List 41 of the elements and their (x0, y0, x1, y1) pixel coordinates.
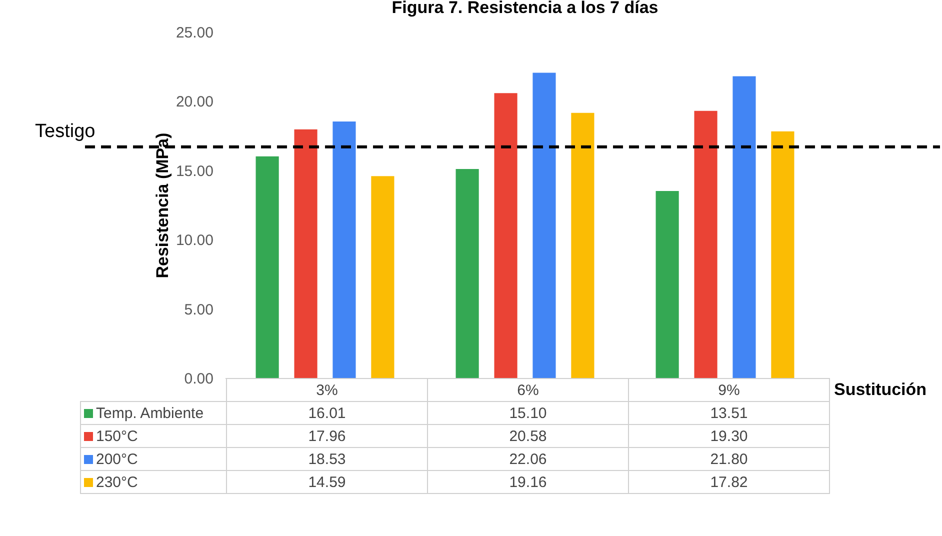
data-label: 14.59 (226, 470, 428, 494)
bar (294, 129, 318, 378)
data-label: 16.01 (226, 402, 428, 424)
bar (656, 191, 679, 378)
bar (732, 76, 756, 378)
y-tick-label: 20.00 (176, 94, 214, 111)
x-axis-title: Sustitución (833, 379, 928, 401)
bar (771, 131, 794, 378)
data-label: 19.30 (628, 424, 830, 448)
data-label: 15.10 (428, 402, 628, 424)
ref-line-label: Testigo (35, 120, 96, 142)
data-label: 20.58 (428, 424, 628, 448)
legend-label: 150°C (80, 424, 226, 448)
x-tick-label: 9% (628, 378, 830, 402)
data-label: 18.53 (226, 448, 428, 470)
bar (494, 93, 518, 378)
data-label: 17.82 (628, 470, 830, 494)
data-label: 17.96 (226, 424, 428, 448)
x-tick-label: 6% (428, 378, 628, 402)
bar (694, 110, 718, 378)
legend-label: Temp. Ambiente (80, 402, 226, 424)
data-label: 19.16 (428, 470, 628, 494)
data-label: 13.51 (628, 402, 830, 424)
bar (571, 112, 594, 378)
y-tick-label: 5.00 (184, 301, 214, 318)
legend-label: 230°C (80, 470, 226, 494)
chart-title: Figura 7. Resistencia a los 7 días (392, 0, 658, 17)
bar (256, 156, 279, 378)
data-label: 21.80 (628, 448, 830, 470)
data-label: 22.06 (428, 448, 628, 470)
bar (332, 122, 356, 378)
bar (532, 72, 556, 378)
x-tick-label: 3% (226, 378, 428, 402)
legend-label: 200°C (80, 448, 226, 470)
bar (456, 169, 479, 378)
y-tick-label: 25.00 (176, 24, 214, 42)
y-tick-label: 15.00 (176, 162, 214, 180)
y-tick-label: 10.00 (176, 232, 214, 250)
y-axis-title: Resistencia (MPa) (152, 132, 172, 278)
bar (371, 176, 394, 378)
y-tick-label: 0.00 (184, 370, 214, 388)
